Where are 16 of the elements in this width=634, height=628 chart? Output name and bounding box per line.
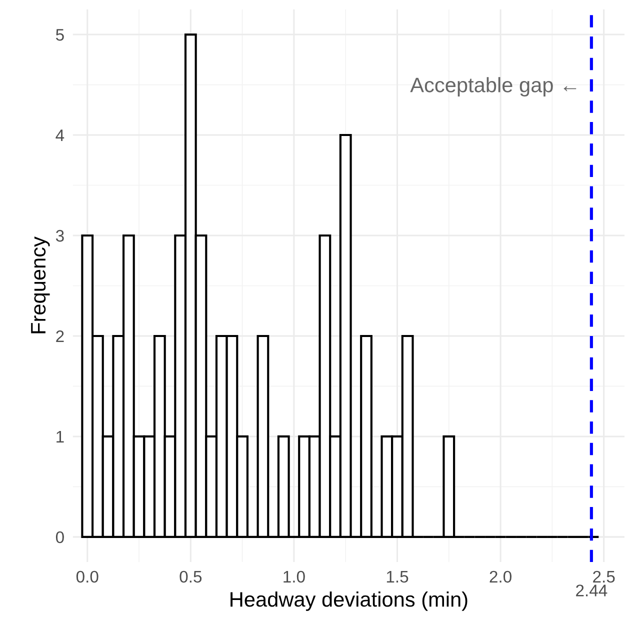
- y-tick-label: 4: [56, 130, 64, 142]
- ref-line-label: 2.44: [576, 584, 608, 596]
- annotation: Acceptable gap ←: [410, 77, 576, 96]
- y-tick-label: 5: [56, 29, 64, 41]
- y-tick-label: 2: [56, 330, 64, 342]
- x-tick-label: 2.0: [490, 570, 512, 583]
- x-tick-label: 0.5: [180, 570, 202, 583]
- x-tick-label: 0.0: [76, 570, 98, 583]
- x-tick-label: 2.5: [593, 570, 615, 583]
- y-tick-label: 3: [56, 230, 64, 242]
- x-tick-label: 1.5: [386, 571, 408, 583]
- x-axis-title: Headway deviations (min): [230, 591, 468, 611]
- y-tick-label: 1: [56, 431, 64, 442]
- y-tick-label: 0: [56, 531, 64, 544]
- y-axis-title: Frequency: [31, 236, 50, 334]
- x-tick-label: 1.0: [284, 570, 305, 583]
